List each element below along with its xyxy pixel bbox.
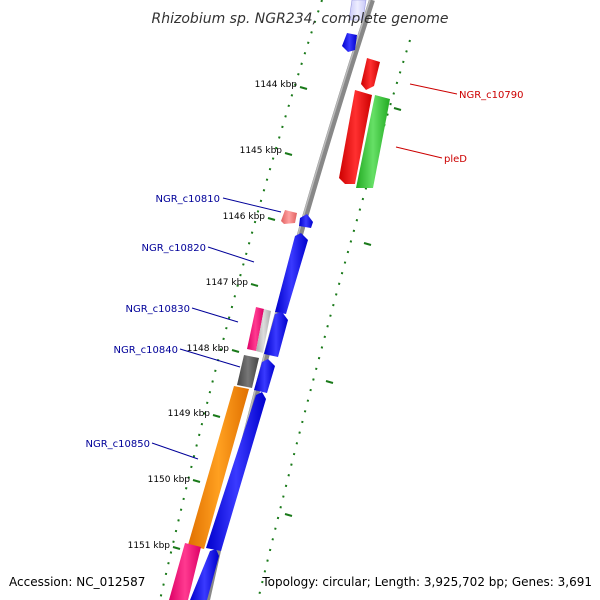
gene-feature-top-blue: [342, 33, 357, 52]
gene-feature-c10810: [281, 210, 297, 224]
forward-strand-features: [169, 210, 313, 600]
gene-label-c10840[interactable]: NGR_c10840: [114, 345, 179, 356]
leader-line-c10820: [207, 246, 255, 263]
leader-line-c10850: [151, 442, 199, 460]
gene-feature-pled: [356, 95, 390, 188]
gene-feature-bottom-pink: [169, 543, 201, 600]
gene-feature-c10790: [339, 90, 372, 184]
gene-feature-c10830: [247, 307, 264, 351]
gene-label-c10820[interactable]: NGR_c10820: [142, 243, 207, 254]
gene-leader-lines: [151, 83, 458, 460]
gene-label-c10850[interactable]: NGR_c10850: [86, 439, 151, 450]
tick-label-1148: 1148 kbp: [187, 344, 230, 354]
gene-feature-top-pale: [348, 0, 367, 21]
gene-feature-c10840: [237, 355, 259, 388]
gene-feature-c10850-arrow: [206, 392, 266, 551]
tick-label-1144: 1144 kbp: [255, 80, 298, 90]
leader-line-c10810: [222, 197, 282, 213]
accession-text: Accession: NC_012587: [9, 575, 145, 589]
leader-line-pled: [395, 146, 443, 159]
gene-label-c10790[interactable]: NGR_c10790: [459, 90, 524, 101]
tick-label-1149: 1149 kbp: [168, 409, 211, 419]
gene-label-c10810[interactable]: NGR_c10810: [156, 194, 221, 205]
tick-label-1147: 1147 kbp: [206, 278, 249, 288]
ruler-tick-labels: 1144 kbp 1145 kbp 1146 kbp 1147 kbp 1148…: [128, 80, 298, 551]
gene-labels: NGR_c10790 pleD NGR_c10810 NGR_c10820 NG…: [86, 90, 524, 450]
gene-feature-c10840-arrow: [254, 359, 275, 393]
gene-feature-c10830-arrow: [264, 312, 288, 357]
gene-feature-c10830-gray: [256, 309, 271, 353]
gene-feature-c10850: [188, 386, 249, 549]
gene-feature-c10810-arrow: [299, 214, 313, 228]
gene-label-c10830[interactable]: NGR_c10830: [126, 304, 191, 315]
inner-ruler-ticks: [284, 107, 402, 517]
tick-label-1145: 1145 kbp: [240, 146, 283, 156]
gene-feature-bottom-arrow: [190, 549, 219, 600]
tick-label-1151: 1151 kbp: [128, 541, 171, 551]
leader-line-c10830: [191, 307, 239, 323]
leader-line-c10790: [409, 83, 458, 95]
map-title: Rhizobium sp. NGR234, complete genome: [152, 11, 449, 27]
leader-line-c10840: [179, 348, 241, 368]
gene-feature-c10820: [275, 233, 308, 314]
tick-label-1146: 1146 kbp: [223, 212, 266, 222]
reverse-strand-features: [339, 0, 390, 188]
outer-ruler-line: [159, 0, 323, 600]
outer-ruler-ticks: [172, 86, 308, 550]
topology-text: Topology: circular; Length: 3,925,702 bp…: [261, 575, 592, 589]
gene-label-pled[interactable]: pleD: [444, 154, 467, 165]
gene-feature-c10790-small: [361, 58, 380, 90]
tick-label-1150: 1150 kbp: [148, 475, 191, 485]
